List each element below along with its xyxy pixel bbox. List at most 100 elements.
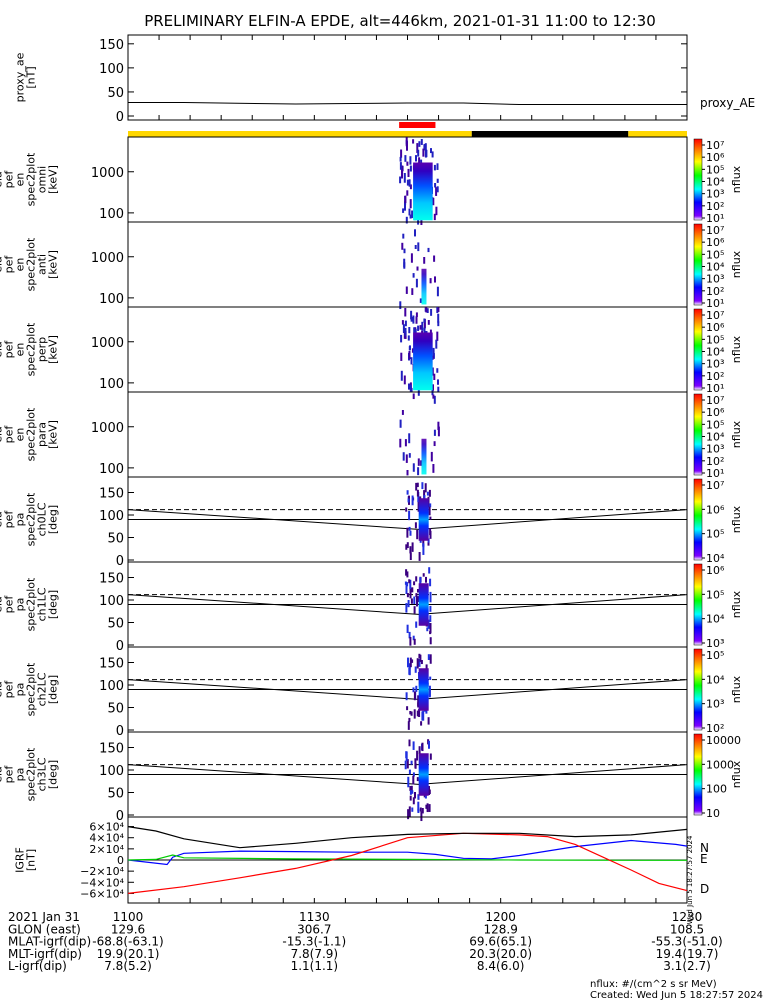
colorbar-label: 10²	[706, 200, 724, 213]
y-axis-label: pa	[14, 768, 27, 782]
spectrogram-pixel	[417, 458, 420, 466]
colorbar	[693, 308, 703, 391]
spectrogram-pixel	[399, 301, 402, 310]
spectrogram-pixel	[409, 156, 412, 165]
table-cell: 3.1(2.7)	[663, 959, 711, 973]
y-tick-label: 1000	[91, 421, 124, 436]
spectrogram-pixel	[420, 139, 423, 145]
spectrogram-pixel	[429, 591, 432, 603]
spectrogram-pixel	[433, 213, 436, 221]
spectrogram-pixel	[406, 161, 409, 166]
spectrogram-pixel	[412, 393, 415, 400]
spectrogram-pixel	[429, 278, 432, 284]
spectrogram-pixel	[412, 635, 415, 641]
y-axis-label: en	[14, 258, 27, 272]
spectrogram-pixel	[426, 308, 429, 313]
colorbar-label: 1000	[706, 758, 734, 771]
y-axis-label: pef	[3, 595, 16, 614]
spectrogram-pixel	[436, 186, 439, 193]
y-axis-label: ela	[0, 426, 5, 443]
spectrogram-pixel	[433, 441, 436, 447]
colorbar-unit: nflux	[730, 590, 743, 618]
spectrogram-pixel	[409, 199, 412, 209]
spectrogram-pixel	[436, 368, 439, 373]
y-tick-label: 50	[107, 702, 124, 717]
spectrogram-pixel	[429, 631, 432, 635]
spectrogram-pixel	[409, 579, 412, 590]
spectrogram-pixel	[423, 318, 426, 329]
spectrogram-pixel	[404, 320, 407, 327]
y-axis-label: pef	[3, 510, 16, 529]
spectrogram-pixel	[417, 801, 420, 812]
colorbar-label: 10⁶	[706, 503, 725, 516]
spectrogram-pixel	[413, 581, 416, 586]
spectrogram-pixel	[410, 785, 413, 792]
spectrogram-pixel	[408, 208, 411, 216]
spectrogram-pixel	[400, 149, 403, 158]
colorbar-label: 10¹	[706, 297, 724, 310]
spectrogram-pixel	[433, 373, 436, 380]
spectrogram-pixel	[408, 179, 411, 187]
y-axis-label: pa	[14, 683, 27, 697]
panel-frame	[127, 221, 688, 308]
table-cell: 8.4(6.0)	[477, 959, 525, 973]
colorbar-label: 10000	[706, 734, 741, 747]
spectrogram-pixel	[437, 313, 440, 323]
y-axis-label: en	[14, 343, 27, 357]
spectrogram-pixel	[416, 482, 419, 488]
colorbar-unit: nflux	[730, 250, 743, 278]
y-tick-label: 100	[99, 764, 124, 779]
spectrogram-pixel	[416, 658, 419, 669]
spectrogram-pixel	[429, 676, 432, 680]
spectrogram-pixel	[412, 687, 415, 693]
spectrogram-pixel	[404, 195, 407, 204]
spectrogram-pixel	[429, 503, 432, 508]
spectrogram-pixel	[413, 691, 416, 701]
spectrogram-pixel	[436, 178, 439, 183]
spectrogram-pixel	[410, 310, 413, 320]
igrf-series-N	[127, 839, 688, 866]
spectrogram-pixel	[408, 510, 411, 521]
spectrogram-pixel	[420, 460, 423, 466]
spectrogram-pixel	[417, 467, 420, 476]
y-tick-label: 100	[99, 62, 124, 77]
spectrogram-pixel	[425, 307, 428, 313]
y-axis-label: spec2plot	[25, 662, 38, 716]
spectrogram-pixel	[413, 596, 416, 605]
spectrogram-pixel	[413, 709, 416, 719]
table-row-label: L-igrf(dip)	[8, 959, 67, 973]
colorbar	[693, 648, 703, 731]
colorbar-unit: nflux	[730, 420, 743, 448]
spectrogram-pixel	[412, 315, 415, 324]
spectrogram-pixel	[403, 173, 406, 183]
y-tick-label: −2×10⁴	[80, 865, 124, 878]
y-tick-label: −6×10⁴	[80, 887, 124, 900]
colorbar	[693, 563, 703, 646]
y-tick-label: 2×10⁴	[89, 843, 124, 856]
y-axis-label: proxy_ae	[14, 52, 27, 102]
spectrogram-pixel	[424, 483, 427, 493]
panel-proxy-ae: proxy_ae[nT] 150 100 50 0 proxy_AE	[14, 34, 755, 125]
spectrogram-pixel	[408, 717, 411, 722]
y-axis-label: ela	[0, 681, 5, 698]
spectrogram-pixel	[407, 168, 410, 178]
colorbar-label: 10¹	[706, 212, 724, 225]
spectrogram-pixel	[423, 327, 426, 335]
spectrogram-pixel	[437, 386, 440, 393]
y-tick-label: 50	[107, 532, 124, 547]
colorbar-label: 10⁴	[706, 673, 725, 686]
spectrogram-pixel	[424, 143, 427, 151]
table-cell: 128.9	[483, 922, 517, 936]
spectrogram-pixel	[423, 318, 426, 323]
spectrogram-pixel	[421, 321, 424, 331]
spectrogram-pixel	[411, 807, 414, 812]
spectrogram-pixel	[433, 255, 436, 262]
spectrogram-core	[418, 583, 429, 626]
spectrogram-pixel	[419, 298, 422, 303]
y-tick-label: −4×10⁴	[80, 876, 124, 889]
igrf-series-E	[127, 854, 687, 861]
table-cell: 1230	[672, 910, 703, 924]
y-tick-label: 50	[107, 787, 124, 802]
y-axis-label: [keV]	[47, 250, 60, 279]
colorbar-label: 10⁶	[706, 564, 725, 577]
